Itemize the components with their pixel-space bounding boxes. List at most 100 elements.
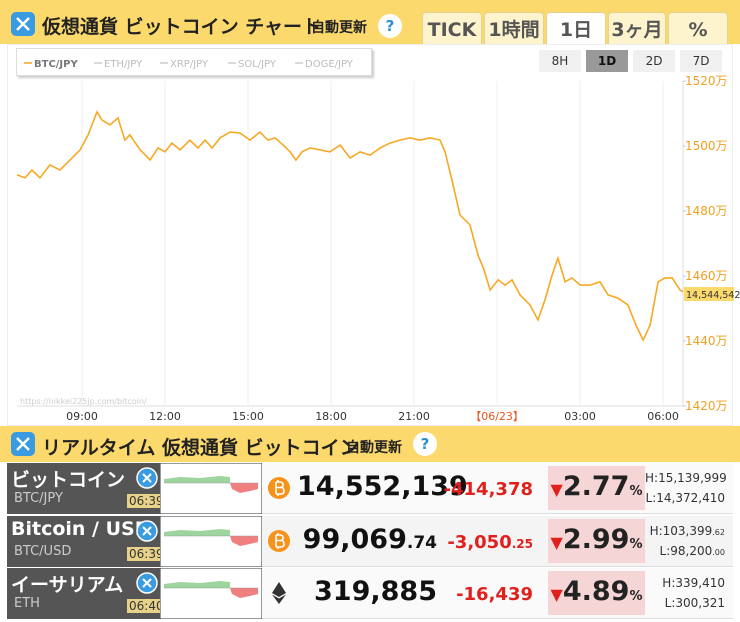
legend-label: ETH/JPY (104, 59, 143, 70)
x-tick-label: 15:00 (232, 410, 264, 423)
last-value-label: 14,544,542 (686, 290, 740, 301)
pct-arrow: ▼ (550, 585, 563, 604)
high: H:339,410 (645, 576, 725, 590)
thumb-up (164, 476, 230, 483)
change: -3,050.25 (443, 532, 533, 553)
price: 99,069.74 (297, 524, 437, 555)
x-tick-label: 06:00 (647, 410, 679, 423)
high-label: H: (649, 523, 663, 538)
y-tick-label: 1440万 (685, 334, 728, 348)
update-time: 06:39 (127, 494, 166, 508)
x-icon[interactable] (11, 12, 35, 36)
help-button[interactable]: ? (378, 14, 402, 38)
pct-unit: % (629, 589, 643, 604)
coin-symbol: BTC/JPY (14, 491, 63, 506)
price-decimal: .74 (406, 532, 437, 553)
high-label: H: (662, 576, 676, 590)
x-share[interactable] (136, 467, 158, 489)
range-button[interactable]: 8H (539, 50, 581, 72)
low-label: L: (664, 596, 676, 610)
tab[interactable]: 3ヶ月 (608, 12, 666, 44)
y-tick-label: 1460万 (685, 269, 728, 283)
coin-icon (268, 529, 290, 552)
coin-glyph (272, 582, 286, 604)
update-time: 06:40 (127, 599, 166, 613)
price-int: 319,885 (314, 576, 437, 607)
price-int: 14,552,139 (297, 471, 468, 502)
pct-unit: % (629, 484, 643, 499)
auto-update: 自動更新 (311, 20, 367, 36)
y-tick-label: 1420万 (685, 399, 728, 413)
x-tick-label: 09:00 (66, 410, 98, 423)
tab[interactable]: 1時間 (484, 12, 544, 44)
x-tick-label: 03:00 (564, 410, 596, 423)
x-share[interactable] (136, 519, 158, 542)
realtime-title: リアルタイム 仮想通貨 ビットコイン (42, 437, 359, 459)
low-value: 14,372,410 (656, 491, 725, 505)
x-share-glyph (142, 578, 152, 588)
x-icon[interactable] (11, 432, 35, 456)
coin-icon (268, 477, 290, 499)
header-title: 仮想通貨 ビットコイン チャート (42, 16, 322, 38)
thumb-down (230, 483, 258, 493)
low-decimal: .00 (712, 547, 725, 557)
coin-icon (272, 582, 286, 604)
pct: ▼4.89% (548, 576, 645, 607)
thumb-up (164, 581, 230, 588)
x-share-glyph (142, 525, 152, 536)
low: L:300,321 (645, 596, 725, 610)
price: 14,552,139 (297, 471, 468, 502)
legend (16, 48, 372, 76)
change-int: -414,378 (443, 479, 533, 500)
high-label: H: (645, 471, 659, 485)
legend-label: DOGE/JPY (305, 59, 354, 70)
high-decimal: .62 (712, 527, 725, 537)
coin-glyph (275, 480, 285, 496)
change: -16,439 (443, 584, 533, 605)
x-share[interactable] (136, 572, 158, 594)
range-button[interactable]: 1D (586, 50, 628, 72)
range-button[interactable]: 2D (633, 50, 675, 72)
low-value: 300,321 (675, 596, 725, 610)
coin-name: ビットコイン (11, 469, 126, 491)
high-value: 103,399 (662, 523, 713, 538)
change-int: -3,050 (447, 531, 512, 553)
pct-box (548, 518, 645, 563)
low-value: 98,200 (670, 543, 713, 558)
sparkline-thumb[interactable] (160, 568, 262, 619)
x-share-glyph (142, 473, 152, 483)
pct-arrow: ▼ (550, 532, 563, 552)
realtime-bar (0, 426, 740, 462)
low-label: L: (645, 491, 657, 505)
sparkline-thumb[interactable] (160, 515, 262, 567)
coin-symbol: ETH (14, 596, 40, 611)
price-int: 99,069 (302, 523, 407, 555)
high: H:103,399.62 (645, 524, 725, 538)
change-decimal: .25 (511, 536, 533, 551)
tab[interactable]: 1日 (546, 12, 606, 44)
update-time: 06:39 (127, 546, 166, 561)
legend-label: SOL/JPY (238, 59, 277, 70)
watermark: https://nikkei225jp.com/bitcoin/ (20, 397, 147, 406)
pct-arrow: ▼ (550, 480, 563, 499)
pct-box (548, 466, 645, 510)
low-label: L: (659, 543, 671, 558)
tab[interactable]: TICK (422, 12, 482, 44)
pct-value: 4.89 (562, 576, 630, 607)
help-button[interactable]: ? (413, 432, 437, 456)
pct-unit: % (629, 536, 643, 552)
y-tick-label: 1520万 (685, 74, 728, 88)
legend-label: BTC/JPY (34, 59, 78, 70)
price-line (16, 110, 684, 342)
pct: ▼2.99% (548, 524, 645, 555)
change: -414,378 (443, 479, 533, 500)
sparkline-thumb[interactable] (160, 463, 262, 514)
x-tick-label: 21:00 (398, 410, 430, 423)
price: 319,885 (297, 576, 437, 607)
x-tick-label: 12:00 (149, 410, 181, 423)
high: H:15,139,999 (645, 471, 727, 485)
tab[interactable]: % (668, 12, 728, 44)
chart-panel (7, 44, 733, 426)
range-button[interactable]: 7D (680, 50, 722, 72)
